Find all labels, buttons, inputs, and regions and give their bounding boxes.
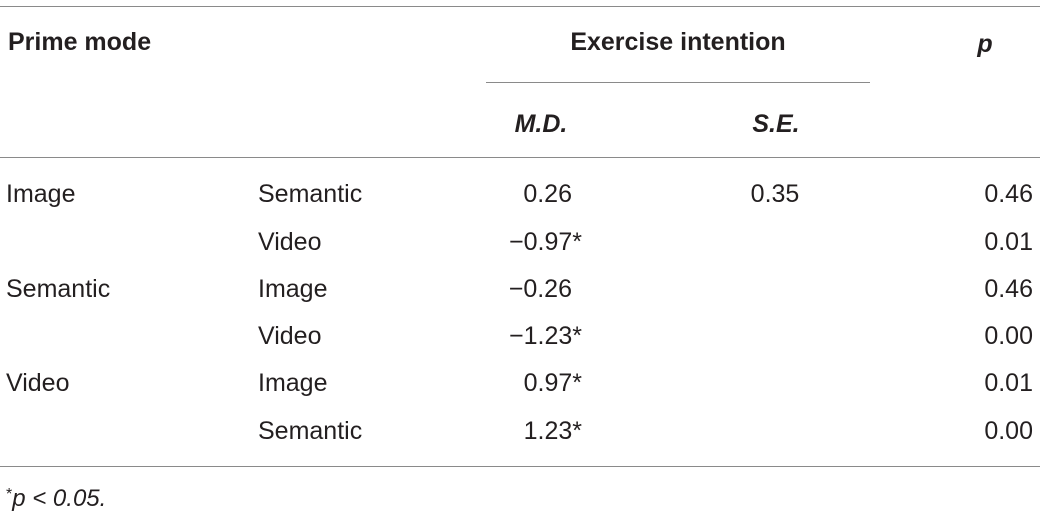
row-1-se: 0.35 [750, 180, 800, 208]
row-1-mode: Image [6, 180, 76, 208]
header-prime-mode: Prime mode [8, 28, 152, 56]
header-se: S.E. [752, 110, 800, 138]
row-5-mode: Video [6, 369, 70, 397]
row-3-compare: Image [258, 275, 328, 303]
row-4-p: 0.00 [984, 322, 1033, 350]
table-footnote: *p < 0.05. [6, 480, 106, 514]
header-md: M.D. [514, 110, 568, 138]
table-top-rule [0, 6, 1040, 7]
header-p: p [977, 30, 993, 58]
row-1-compare: Semantic [258, 180, 363, 208]
footnote-marker: * [6, 486, 13, 503]
row-2-p: 0.01 [984, 228, 1033, 256]
row-2-md: −0.97* [509, 228, 582, 256]
row-6-md: 1.23* [523, 417, 582, 445]
group-underline-rule [486, 82, 870, 83]
header-bottom-rule [0, 157, 1040, 158]
row-5-p: 0.01 [984, 369, 1033, 397]
row-3-mode: Semantic [6, 275, 111, 303]
row-3-p: 0.46 [984, 275, 1033, 303]
row-3-md: −0.26 [508, 275, 572, 303]
row-4-compare: Video [258, 322, 322, 350]
table-bottom-rule [0, 466, 1040, 467]
row-2-compare: Video [258, 228, 322, 256]
row-6-compare: Semantic [258, 417, 363, 445]
row-5-md: 0.97* [523, 369, 582, 397]
row-6-p: 0.00 [984, 417, 1033, 445]
row-4-md: −1.23* [509, 322, 582, 350]
footnote-text: p < 0.05. [12, 485, 107, 512]
header-exercise-intention: Exercise intention [570, 28, 786, 56]
row-5-compare: Image [258, 369, 328, 397]
row-1-p: 0.46 [984, 180, 1033, 208]
row-1-md: 0.26 [523, 180, 572, 208]
